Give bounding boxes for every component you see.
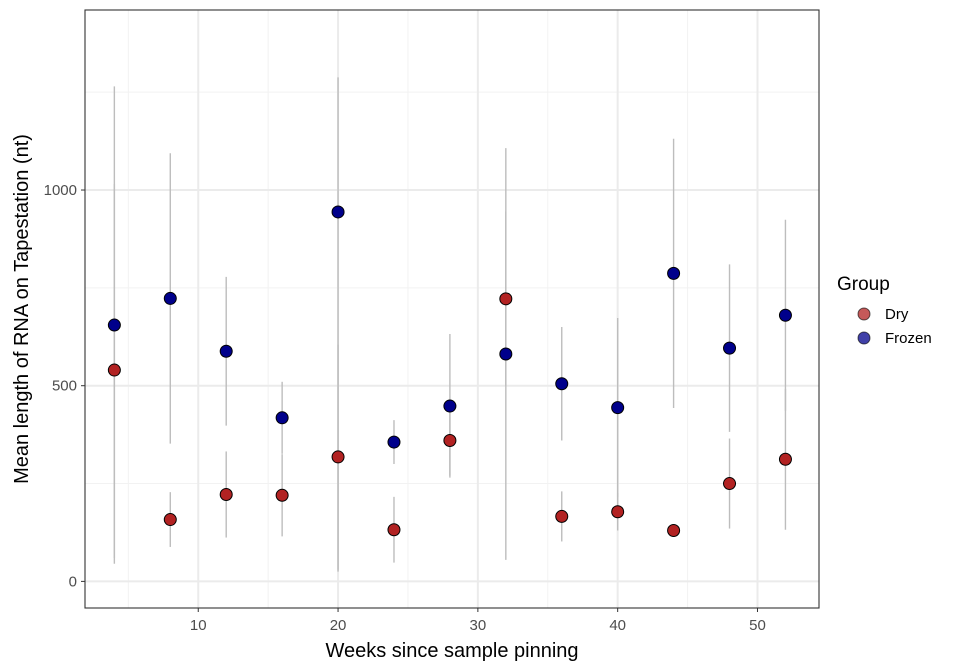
point-frozen — [387, 435, 401, 449]
major-gridlines — [85, 10, 819, 608]
error-bars — [113, 77, 787, 572]
x-axis-ticks: 10 20 30 40 50 — [190, 608, 766, 634]
point-dry — [107, 363, 121, 377]
point-frozen — [778, 308, 792, 322]
y-tick-label: 500 — [52, 378, 77, 395]
x-axis-title: Weeks since sample pinning — [325, 640, 578, 662]
point-dry — [163, 513, 177, 527]
legend-label-frozen: Frozen — [885, 330, 932, 347]
point-dry — [443, 433, 457, 447]
x-tick-label: 10 — [190, 617, 207, 634]
point-frozen — [107, 318, 121, 332]
point-dry — [555, 509, 569, 523]
point-frozen — [163, 291, 177, 305]
y-tick-label: 0 — [69, 573, 77, 590]
x-tick-label: 30 — [470, 617, 487, 634]
point-frozen — [667, 266, 681, 280]
legend-key-frozen — [857, 331, 871, 345]
y-axis-ticks: 0 500 1000 — [44, 182, 85, 590]
legend: Group Dry Frozen — [837, 274, 932, 347]
legend-title: Group — [837, 274, 890, 295]
point-frozen — [723, 341, 737, 355]
y-axis-title: Mean length of RNA on Tapestation (nt) — [11, 134, 33, 484]
point-dry — [275, 488, 289, 502]
point-frozen — [499, 347, 513, 361]
point-dry — [331, 450, 345, 464]
point-dry — [499, 292, 513, 306]
point-frozen — [331, 205, 345, 219]
point-dry — [723, 477, 737, 491]
plot-panel-border — [84, 9, 820, 609]
minor-gridlines — [85, 10, 819, 608]
x-tick-label: 40 — [609, 617, 626, 634]
legend-key-dry — [857, 307, 871, 321]
point-frozen — [443, 399, 457, 413]
point-dry — [387, 523, 401, 537]
point-dry — [611, 505, 625, 519]
legend-label-dry: Dry — [885, 306, 909, 323]
data-points — [107, 205, 792, 538]
point-frozen — [555, 377, 569, 391]
point-dry — [667, 524, 681, 538]
x-tick-label: 20 — [330, 617, 347, 634]
point-frozen — [611, 401, 625, 415]
point-frozen — [275, 411, 289, 425]
point-frozen — [219, 344, 233, 358]
x-tick-label: 50 — [749, 617, 766, 634]
y-tick-label: 1000 — [44, 182, 77, 199]
point-dry — [778, 452, 792, 466]
point-dry — [219, 488, 233, 502]
